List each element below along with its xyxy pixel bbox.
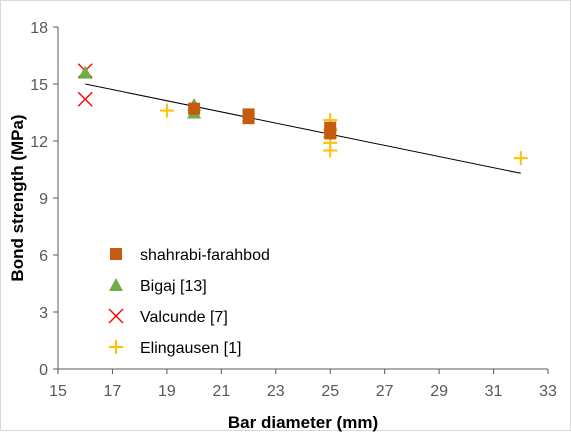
x-tick-label: 23 [267, 383, 285, 400]
data-point-square [324, 127, 337, 140]
x-tick-label: 15 [49, 383, 67, 400]
x-tick-label: 27 [376, 383, 394, 400]
x-stroke [77, 91, 93, 107]
x-tick-label: 33 [539, 383, 557, 400]
y-tick-label: 6 [39, 248, 48, 265]
x-axis-title: Bar diameter (mm) [228, 413, 378, 432]
legend: shahrabi-farahbod Bigaj [13] Valcunde [7] E… [108, 247, 270, 357]
y-tick-label: 15 [30, 77, 48, 94]
x-tick-label: 21 [212, 383, 230, 400]
y-axis-title: Bond strength (MPa) [8, 114, 27, 281]
data-point-x [77, 91, 93, 107]
y-tick-label: 3 [39, 305, 48, 322]
legend-label: Valcunde [7] [140, 309, 228, 326]
legend-marker-square [110, 248, 122, 260]
data-point-plus [159, 103, 174, 118]
data-point-square [242, 108, 255, 121]
legend-label: shahrabi-farahbod [140, 247, 270, 264]
legend-label: Bigaj [13] [140, 278, 207, 295]
legend-label: Elingausen [1] [140, 340, 241, 357]
legend-marker-x [108, 308, 124, 324]
y-tick-label: 9 [39, 191, 48, 208]
x-stroke [108, 308, 124, 324]
y-tick-label: 18 [30, 20, 48, 37]
trendline [85, 83, 521, 174]
legend-marker-triangle [109, 278, 123, 291]
data-point-plus [513, 151, 528, 166]
x-tick-label: 29 [430, 383, 448, 400]
x-tick-label: 25 [321, 383, 339, 400]
y-tick-label: 12 [30, 134, 48, 151]
x-tick-label: 19 [158, 383, 176, 400]
y-tick-label: 0 [39, 362, 48, 379]
plot-area: 0 3 6 9 12 15 18 15 17 19 21 23 25 27 29 31 33 [30, 20, 557, 400]
data-point-plus [323, 143, 338, 158]
legend-marker-plus [109, 340, 123, 354]
data-point-square [188, 102, 201, 115]
x-tick-label: 31 [485, 383, 503, 400]
data-point-triangle [78, 65, 93, 79]
x-tick-label: 17 [104, 383, 122, 400]
